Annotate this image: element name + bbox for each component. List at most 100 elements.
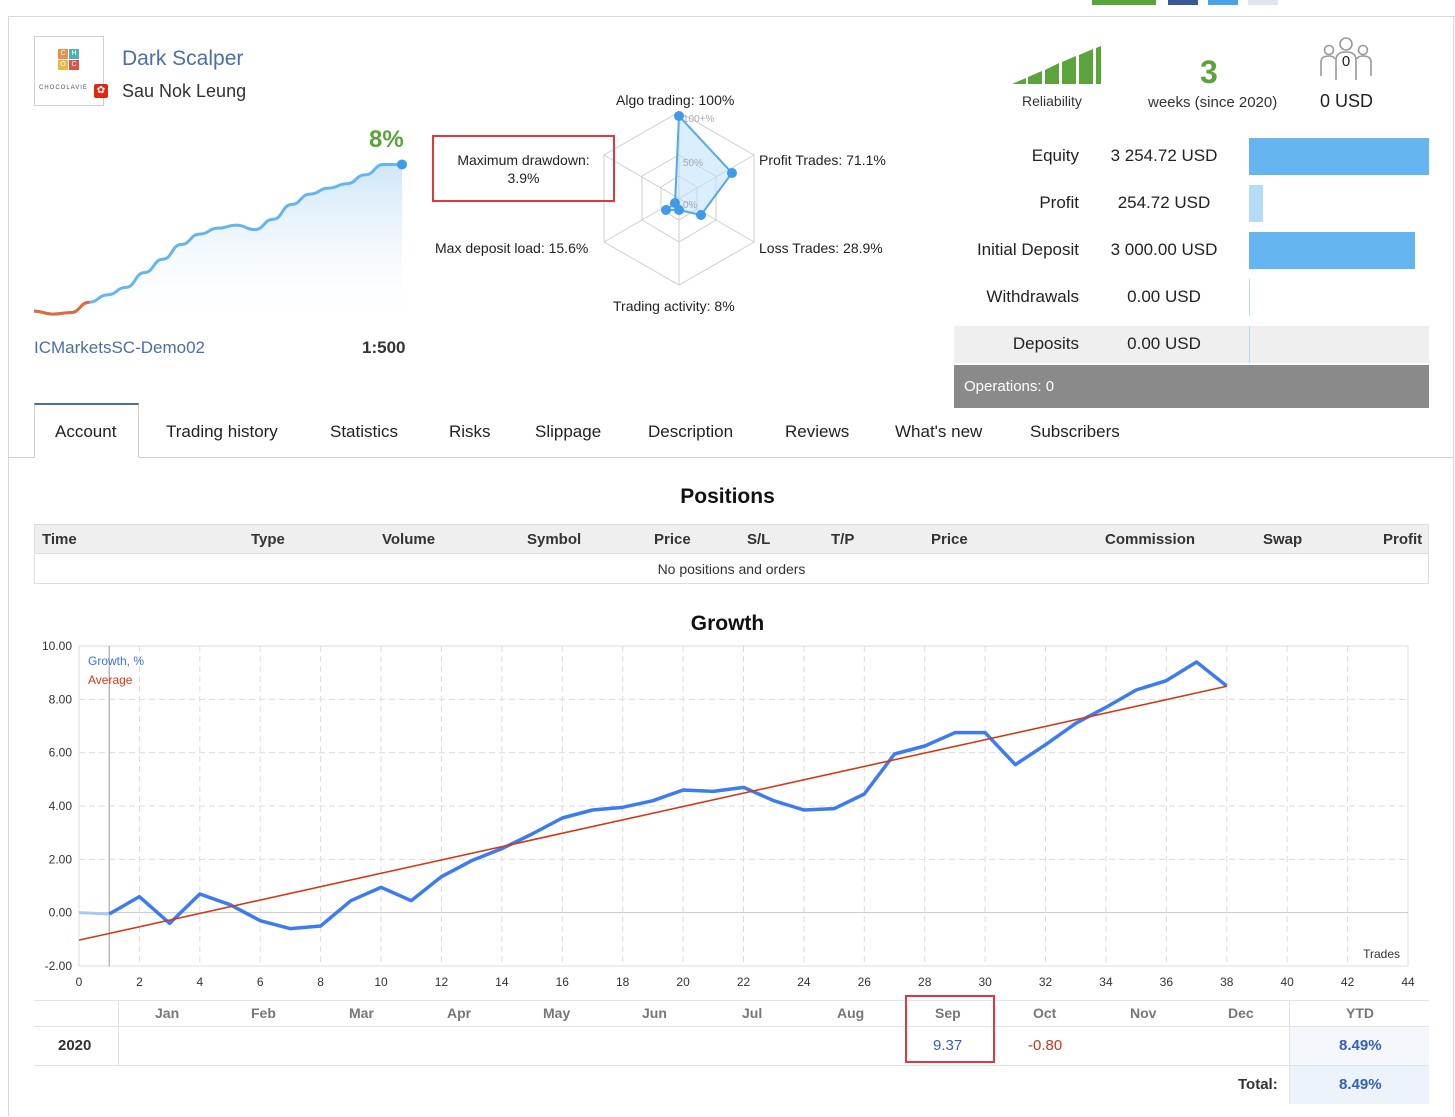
left-border bbox=[8, 16, 9, 1116]
month-header: Jun bbox=[642, 1005, 667, 1021]
ytd-value: 8.49% bbox=[1339, 1037, 1382, 1054]
column-header[interactable]: Symbol bbox=[527, 531, 582, 548]
column-header[interactable]: Commission bbox=[1105, 531, 1196, 548]
x-tick-label: 34 bbox=[1099, 975, 1113, 989]
signal-name-link[interactable]: Dark Scalper bbox=[122, 47, 244, 70]
column-header[interactable]: Volume bbox=[382, 531, 436, 548]
x-tick-label: 12 bbox=[435, 975, 449, 989]
x-tick-label: 44 bbox=[1401, 975, 1415, 989]
radar-point bbox=[661, 205, 671, 215]
tab-account[interactable]: Account bbox=[55, 422, 117, 441]
mini-growth-negative-line bbox=[33, 300, 90, 316]
tab-whats-new[interactable]: What's new bbox=[895, 422, 983, 441]
monthly-table-year-divider bbox=[118, 1000, 119, 1066]
x-tick-label: 6 bbox=[257, 975, 264, 989]
month-value-sep: 9.37 bbox=[933, 1037, 963, 1054]
tab-trading-history[interactable]: Trading history bbox=[166, 422, 278, 441]
legend-average: Average bbox=[88, 673, 133, 687]
subscribers-icon: 0 bbox=[1320, 37, 1372, 80]
positions-empty-message: No positions and orders bbox=[34, 554, 1429, 584]
column-header[interactable]: Swap bbox=[1263, 531, 1303, 548]
radar-ring-label-100: 100+% bbox=[683, 114, 715, 125]
month-header: Sep bbox=[935, 1005, 961, 1021]
tab-statistics[interactable]: Statistics bbox=[330, 422, 399, 441]
ytd-header: YTD bbox=[1346, 1005, 1374, 1021]
share-other-button[interactable] bbox=[1248, 0, 1278, 5]
year-label: 2020 bbox=[58, 1037, 92, 1054]
initial-deposit-bar bbox=[1249, 232, 1415, 269]
tab-reviews[interactable]: Reviews bbox=[785, 422, 850, 441]
leverage-value: 1:500 bbox=[362, 338, 406, 357]
logo-square: H bbox=[69, 49, 79, 59]
radar-ring-label-50: 50% bbox=[683, 158, 703, 169]
positions-title: Positions bbox=[680, 485, 775, 508]
month-header: Aug bbox=[837, 1005, 865, 1021]
profit-bar bbox=[1249, 185, 1263, 222]
radar-chart: 100+% 50% 0% bbox=[603, 111, 755, 286]
radar-label-profit-trades: Profit Trades: 71.1% bbox=[759, 152, 886, 168]
tab-account-frame[interactable] bbox=[34, 403, 139, 458]
equity-value: 3 254.72 USD bbox=[1110, 146, 1218, 165]
logo-square: O bbox=[58, 60, 68, 70]
mini-growth-area bbox=[34, 164, 402, 320]
column-header[interactable]: Price bbox=[931, 531, 968, 548]
x-tick-label: 42 bbox=[1341, 975, 1355, 989]
x-tick-label: 4 bbox=[196, 975, 203, 989]
radar-label-activity: Trading activity: 8% bbox=[613, 298, 735, 314]
y-tick-label: 10.00 bbox=[42, 639, 72, 653]
initial-deposit-label: Initial Deposit bbox=[976, 240, 1079, 259]
monthly-table-top-line bbox=[34, 1000, 1429, 1001]
column-header[interactable]: S/L bbox=[747, 531, 771, 548]
broker-server-link[interactable]: ICMarketsSC-Demo02 bbox=[34, 338, 205, 357]
month-header: Feb bbox=[251, 1005, 276, 1021]
month-header: Jan bbox=[155, 1005, 180, 1021]
month-header: May bbox=[543, 1005, 571, 1021]
month-header: Nov bbox=[1130, 1005, 1157, 1021]
growth-line bbox=[108, 660, 1228, 931]
column-header[interactable]: Price bbox=[654, 531, 691, 548]
x-tick-label: 30 bbox=[978, 975, 992, 989]
column-header[interactable]: T/P bbox=[831, 531, 855, 548]
radar-label-algo: Algo trading: 100% bbox=[616, 92, 735, 108]
initial-deposit-value: 3 000.00 USD bbox=[1110, 240, 1218, 259]
tab-subscribers[interactable]: Subscribers bbox=[1030, 422, 1120, 441]
tab-slippage[interactable]: Slippage bbox=[535, 422, 602, 441]
profit-label: Profit bbox=[1039, 193, 1079, 212]
column-header[interactable]: Type bbox=[251, 531, 285, 548]
equity-label: Equity bbox=[1031, 146, 1079, 165]
signal-logo[interactable]: C H O C CHOCOLAVIE bbox=[34, 36, 104, 106]
logo-square: C bbox=[58, 49, 68, 59]
share-twitter-button[interactable] bbox=[1208, 0, 1238, 5]
positions-table-header: Time Type Volume Symbol Price S/L T/P Pr… bbox=[34, 524, 1429, 554]
average-line bbox=[78, 685, 1227, 941]
weeks-label: weeks (since 2020) bbox=[1148, 94, 1278, 111]
column-header[interactable]: Profit bbox=[1383, 531, 1423, 548]
x-tick-label: 20 bbox=[676, 975, 690, 989]
withdrawals-label: Withdrawals bbox=[986, 287, 1079, 306]
subscribers-usd: 0 USD bbox=[1320, 91, 1374, 111]
monthly-table-row-line bbox=[34, 1065, 1429, 1066]
drawdown-value: 3.9% bbox=[507, 170, 540, 186]
logo-square: C bbox=[69, 60, 79, 70]
x-tick-label: 24 bbox=[797, 975, 811, 989]
weeks-count: 3 bbox=[1200, 54, 1218, 90]
share-facebook-button[interactable] bbox=[1168, 0, 1198, 5]
monthly-table-ytd-divider bbox=[1289, 1000, 1290, 1104]
x-tick-label: 38 bbox=[1220, 975, 1234, 989]
total-value: 8.49% bbox=[1339, 1076, 1382, 1093]
x-tick-label: 2 bbox=[136, 975, 143, 989]
deposits-bar bbox=[1249, 326, 1250, 363]
column-header[interactable]: Time bbox=[42, 531, 77, 548]
equity-bar bbox=[1249, 138, 1429, 175]
month-header: Mar bbox=[349, 1005, 374, 1021]
total-cell-bg bbox=[1290, 1066, 1429, 1104]
tab-risks[interactable]: Risks bbox=[449, 422, 491, 441]
x-tick-label: 18 bbox=[616, 975, 630, 989]
author-name[interactable]: Sau Nok Leung bbox=[122, 81, 247, 101]
drawdown-highlight-box bbox=[432, 135, 615, 202]
month-header: Apr bbox=[447, 1005, 472, 1021]
reliability-bars-icon bbox=[1012, 46, 1101, 84]
operations-bar[interactable]: Operations: 0 bbox=[954, 365, 1429, 408]
tab-description[interactable]: Description bbox=[648, 422, 734, 441]
share-button-green[interactable] bbox=[1092, 0, 1156, 5]
